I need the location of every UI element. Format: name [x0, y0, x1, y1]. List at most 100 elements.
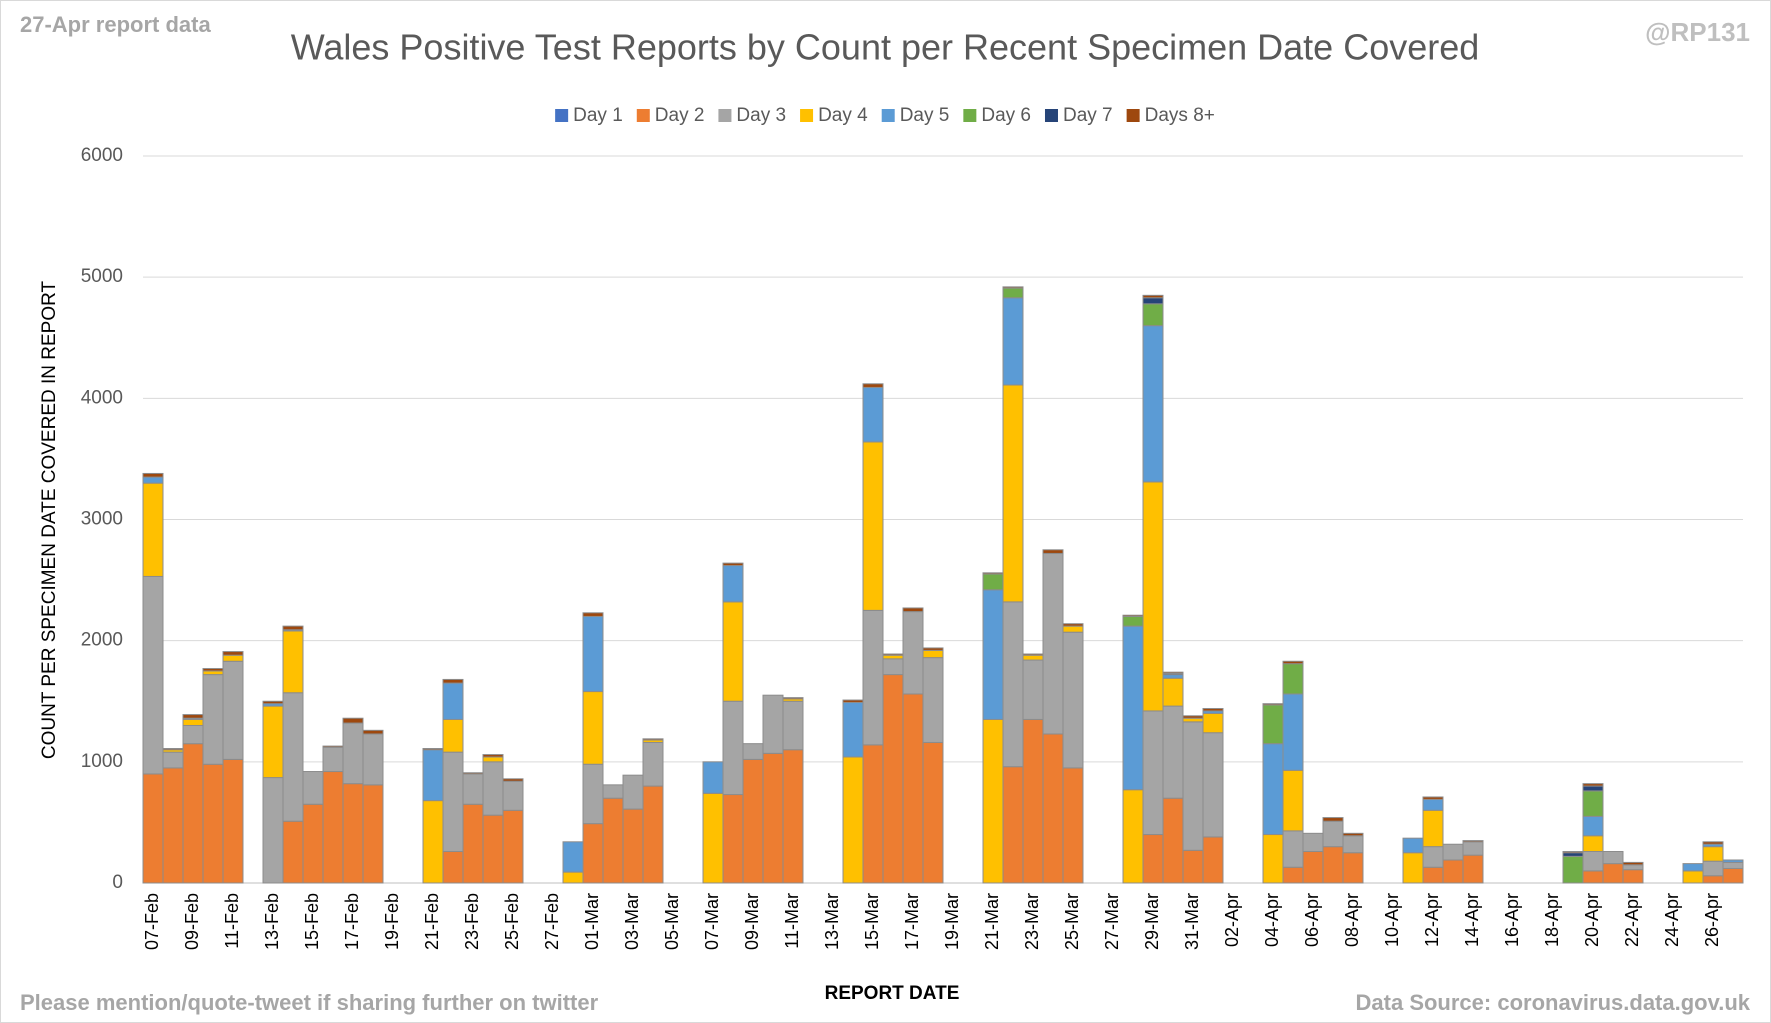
bar-segment [442, 751, 464, 852]
legend-label: Day 7 [1063, 105, 1113, 126]
bar-segment [1582, 835, 1604, 852]
y-tick-label: 0 [112, 872, 123, 893]
bar-segment [702, 792, 724, 884]
bar-segment [162, 751, 184, 769]
bar-segment [1202, 732, 1224, 838]
bar-segment [142, 575, 164, 775]
bar-segment [602, 784, 624, 799]
x-tick-label: 03-Mar [622, 893, 642, 950]
bar-segment [1422, 796, 1444, 800]
bar-segment [1702, 841, 1724, 845]
bar-segment [1262, 703, 1284, 706]
bar-segment [782, 749, 804, 884]
x-tick-label: 07-Mar [702, 893, 722, 950]
bar-segment [202, 674, 224, 765]
bar-segment [1002, 766, 1024, 884]
y-tick-label: 6000 [81, 145, 123, 166]
x-tick-label: 05-Mar [662, 893, 682, 950]
bar-segment [1182, 717, 1204, 723]
bar-segment [982, 572, 1004, 575]
bar-segment [182, 724, 204, 745]
bar-segment [442, 850, 464, 884]
legend-swatch [963, 109, 977, 122]
x-tick-label: 11-Feb [222, 893, 242, 949]
x-axis-label: REPORT DATE [825, 983, 960, 1004]
x-tick-label: 23-Feb [462, 893, 482, 950]
bar-segment [882, 674, 904, 884]
legend-swatch [718, 109, 732, 122]
bar-segment [1062, 623, 1084, 627]
bar-segment [482, 754, 504, 758]
bar-segment [1022, 653, 1044, 656]
bar-segment [282, 692, 304, 822]
bar-segment [882, 653, 904, 656]
bar-segment [362, 784, 384, 884]
y-tick-label: 3000 [81, 509, 123, 530]
x-tick-label: 10-Apr [1382, 893, 1402, 947]
bar-segment [1402, 852, 1424, 884]
bar-segment [862, 386, 884, 443]
bar-segment [622, 774, 644, 810]
bar-segment [502, 778, 524, 782]
bar-segment [322, 771, 344, 884]
x-tick-label: 17-Feb [342, 893, 362, 950]
bar-segment [1582, 850, 1604, 872]
bar-segment [442, 678, 464, 684]
bar-segment [1582, 870, 1604, 884]
bar-segment [342, 783, 364, 884]
bar-segment [222, 660, 244, 760]
bar-segment [1402, 837, 1424, 854]
bar-segment [342, 717, 364, 724]
legend-label: Day 4 [818, 105, 868, 126]
bar-segment [422, 800, 444, 884]
bar-segment [582, 763, 604, 825]
bar-segment [1582, 790, 1604, 817]
x-tick-label: 14-Apr [1462, 893, 1482, 947]
bar-segment [1422, 846, 1444, 868]
bar-segment [1322, 846, 1344, 884]
bar-segment [982, 718, 1004, 884]
x-tick-label: 16-Apr [1502, 893, 1522, 947]
x-tick-label: 29-Mar [1142, 893, 1162, 950]
bar-segment [742, 743, 764, 760]
bar-segment [582, 612, 604, 617]
x-tick-label: 17-Mar [902, 893, 922, 950]
bar-segment [1562, 850, 1584, 854]
bar-segment [1262, 743, 1284, 836]
bar-segment [342, 722, 364, 785]
bar-segment [782, 700, 804, 751]
bar-segment [1042, 733, 1064, 884]
bar-segment [1282, 866, 1304, 884]
bar-segment [1042, 549, 1064, 554]
bar-segment [602, 797, 624, 884]
bar-segment [1342, 835, 1364, 854]
bar-segment [642, 738, 664, 741]
x-tick-label: 13-Mar [822, 893, 842, 950]
bar-segment [142, 472, 164, 478]
bar-segment [982, 589, 1004, 720]
x-tick-label: 02-Apr [1222, 893, 1242, 947]
bar-segment [282, 820, 304, 884]
bar-segment [1042, 552, 1064, 735]
x-tick-label: 19-Feb [382, 893, 402, 950]
x-tick-label: 26-Apr [1702, 893, 1722, 947]
bar-segment [1142, 834, 1164, 884]
bar-segment [642, 785, 664, 884]
bar-segment [162, 767, 184, 884]
bar-segment [922, 741, 944, 884]
bar-segment [562, 841, 584, 873]
x-tick-label: 24-Apr [1662, 893, 1682, 947]
x-tick-label: 04-Apr [1262, 893, 1282, 947]
bar-segment [422, 749, 444, 802]
bar-segment [1282, 693, 1304, 771]
bar-segment [722, 700, 744, 796]
bar-segment [1002, 297, 1024, 386]
bar-segment [842, 756, 864, 884]
bar-segment [862, 609, 884, 746]
x-tick-label: 21-Mar [982, 893, 1002, 950]
bar-segment [1682, 870, 1704, 884]
bar-segment [1002, 601, 1024, 768]
bar-segment [482, 761, 504, 816]
bar-segment [1442, 859, 1464, 884]
bar-segment [1162, 677, 1184, 707]
